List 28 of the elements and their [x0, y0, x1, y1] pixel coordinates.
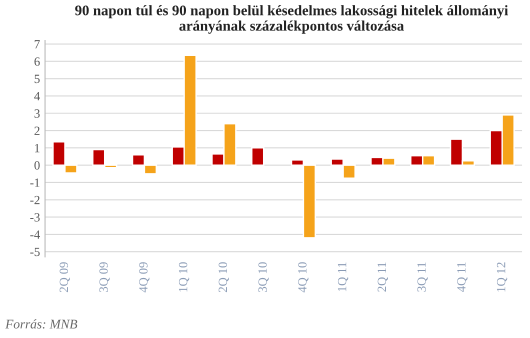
y-tick-label: 1 — [35, 144, 40, 152]
x-tick-label: 1Q 12 — [496, 262, 508, 292]
y-tick-label: 6 — [34, 57, 40, 66]
x-tick-label: 3Q 11 — [417, 262, 428, 292]
x-tick-label: 2Q 09 — [60, 262, 70, 292]
y-tick-label: -5 — [30, 248, 40, 256]
x-tick-label: 3Q 10 — [258, 262, 269, 292]
x-tick-label: 2Q 11 — [378, 262, 388, 292]
x-tick-label: 4Q 11 — [457, 262, 468, 292]
y-tick-label: -2 — [30, 196, 40, 204]
y-tick-label: -4 — [30, 230, 40, 239]
y-tick-label: 7 — [34, 40, 40, 48]
y-tick-label: -3 — [30, 213, 40, 222]
y-tick-label: 2 — [34, 126, 40, 135]
x-tick-label: 1Q 10 — [178, 262, 190, 292]
y-tick-label: 5 — [34, 74, 40, 84]
bar — [251, 147, 264, 166]
x-tick-label: 4Q 10 — [298, 262, 308, 292]
y-tick-label: 4 — [34, 92, 40, 100]
y-tick-label: -1 — [30, 178, 40, 187]
x-tick-label: 2Q 10 — [218, 262, 229, 292]
text: Forrás: MNB — [5, 319, 78, 329]
x-tick-label: 4Q 09 — [139, 262, 150, 292]
x-tick-label: 3Q 09 — [99, 262, 110, 292]
x-tick-label: 1Q 11 — [338, 262, 348, 292]
y-tick-label: 0 — [34, 161, 40, 170]
chart-title: 90 napon túl és 90 napon belül késedelmes lakossági hitelek állományi arányának százalékpontos változása — [75, 5, 508, 34]
y-tick-label: 3 — [34, 109, 40, 118]
